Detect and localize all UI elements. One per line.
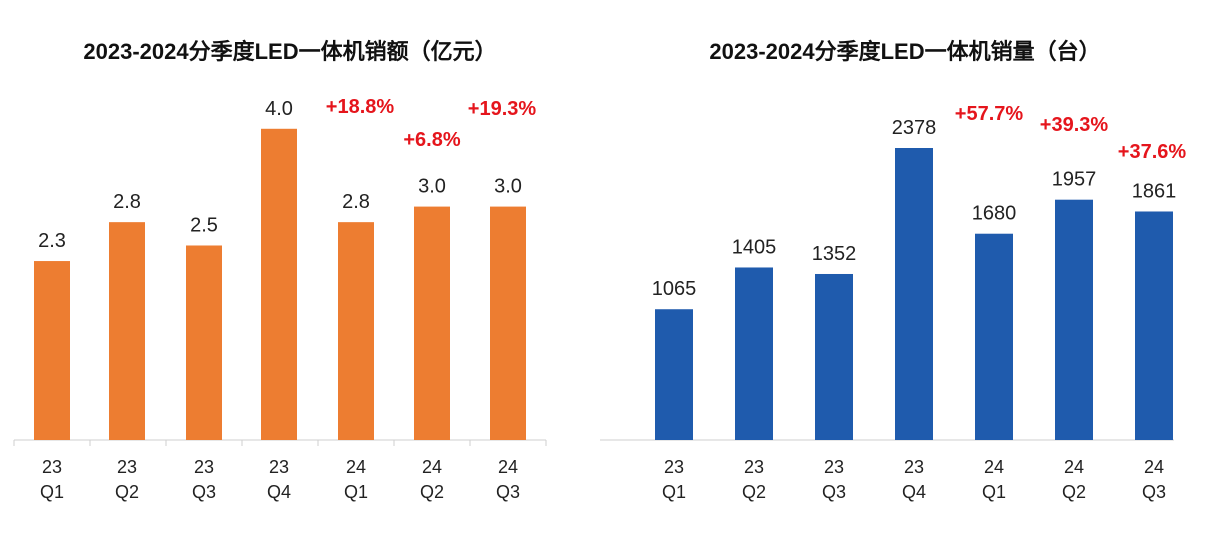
sales-value-chart: 2023-2024分季度LED一体机销额（亿元） 2.3 23 Q1 2.8 23 Q2 2… bbox=[0, 0, 580, 551]
bar bbox=[338, 222, 374, 440]
bar bbox=[34, 261, 70, 440]
bar bbox=[975, 233, 1013, 440]
data-label: 1680 bbox=[972, 203, 1017, 225]
data-label: 1957 bbox=[1052, 169, 1097, 191]
x-tick-label-year: 23 bbox=[664, 457, 684, 477]
bar bbox=[1135, 211, 1173, 440]
sales-volume-chart: 2023-2024分季度LED一体机销量（台） 1065 23 Q1 1405 23 Q2… bbox=[600, 0, 1210, 551]
x-tick-label-year: 23 bbox=[269, 457, 289, 477]
x-tick-label-quarter: Q2 bbox=[1062, 482, 1086, 502]
x-tick-label-year: 23 bbox=[824, 457, 844, 477]
bar bbox=[1055, 199, 1093, 440]
x-tick-label-year: 24 bbox=[984, 457, 1004, 477]
x-tick-label-year: 23 bbox=[744, 457, 764, 477]
data-label: 3.0 bbox=[418, 176, 446, 198]
x-tick-label-quarter: Q3 bbox=[822, 482, 846, 502]
data-label: 1861 bbox=[1132, 180, 1177, 202]
growth-annotation: +19.3% bbox=[468, 98, 537, 120]
bar bbox=[815, 273, 853, 440]
sales-volume-plot: 1065 23 Q1 1405 23 Q2 1352 23 Q3 2378 23 Q4 1680 24 Q1… bbox=[600, 103, 1187, 502]
sales-value-plot: 2.3 23 Q1 2.8 23 Q2 2.5 23 Q3 4.0 23 Q4 2.8 24 Q1 3.0 24… bbox=[13, 96, 547, 502]
growth-annotation: +18.8% bbox=[326, 96, 395, 118]
data-label: 3.0 bbox=[494, 176, 522, 198]
x-tick-label-year: 24 bbox=[1064, 457, 1084, 477]
bar bbox=[109, 222, 145, 440]
bar bbox=[261, 128, 297, 441]
x-tick-label-quarter: Q1 bbox=[40, 482, 64, 502]
x-tick-label-year: 24 bbox=[498, 457, 518, 477]
data-label: 4.0 bbox=[265, 98, 293, 120]
x-tick-label-year: 24 bbox=[422, 457, 442, 477]
x-tick-label-quarter: Q2 bbox=[115, 482, 139, 502]
bar bbox=[490, 206, 526, 440]
bar bbox=[895, 148, 933, 440]
data-label: 1405 bbox=[732, 236, 777, 258]
x-tick-label-quarter: Q3 bbox=[1142, 482, 1166, 502]
x-tick-label-quarter: Q1 bbox=[982, 482, 1006, 502]
bar bbox=[735, 267, 773, 440]
data-label: 2.8 bbox=[342, 191, 370, 213]
bar bbox=[655, 309, 693, 440]
x-tick-label-quarter: Q3 bbox=[192, 482, 216, 502]
x-tick-label-quarter: Q4 bbox=[267, 482, 291, 502]
x-tick-label-year: 23 bbox=[42, 457, 62, 477]
x-tick-label-year: 23 bbox=[194, 457, 214, 477]
data-label: 2.8 bbox=[113, 191, 141, 213]
growth-annotation: +57.7% bbox=[955, 103, 1024, 125]
x-tick-label-quarter: Q4 bbox=[902, 482, 926, 502]
data-label: 2.5 bbox=[190, 214, 218, 236]
x-tick-label-year: 23 bbox=[904, 457, 924, 477]
x-tick-label-year: 23 bbox=[117, 457, 137, 477]
data-label: 2.3 bbox=[38, 230, 66, 252]
x-tick-label-quarter: Q1 bbox=[662, 482, 686, 502]
bar bbox=[414, 206, 450, 440]
data-label: 1065 bbox=[652, 278, 697, 300]
x-tick-label-quarter: Q2 bbox=[742, 482, 766, 502]
data-label: 1352 bbox=[812, 243, 857, 265]
x-tick-label-quarter: Q2 bbox=[420, 482, 444, 502]
x-tick-label-quarter: Q3 bbox=[496, 482, 520, 502]
data-label: 2378 bbox=[892, 117, 937, 139]
growth-annotation: +39.3% bbox=[1040, 114, 1109, 136]
growth-annotation: +37.6% bbox=[1118, 141, 1187, 163]
x-tick-label-year: 24 bbox=[346, 457, 366, 477]
chart-title: 2023-2024分季度LED一体机销量（台） bbox=[709, 39, 1101, 64]
bar bbox=[186, 245, 222, 440]
x-tick-label-year: 24 bbox=[1144, 457, 1164, 477]
growth-annotation: +6.8% bbox=[403, 129, 460, 151]
chart-title: 2023-2024分季度LED一体机销额（亿元） bbox=[83, 39, 497, 64]
x-tick-label-quarter: Q1 bbox=[344, 482, 368, 502]
